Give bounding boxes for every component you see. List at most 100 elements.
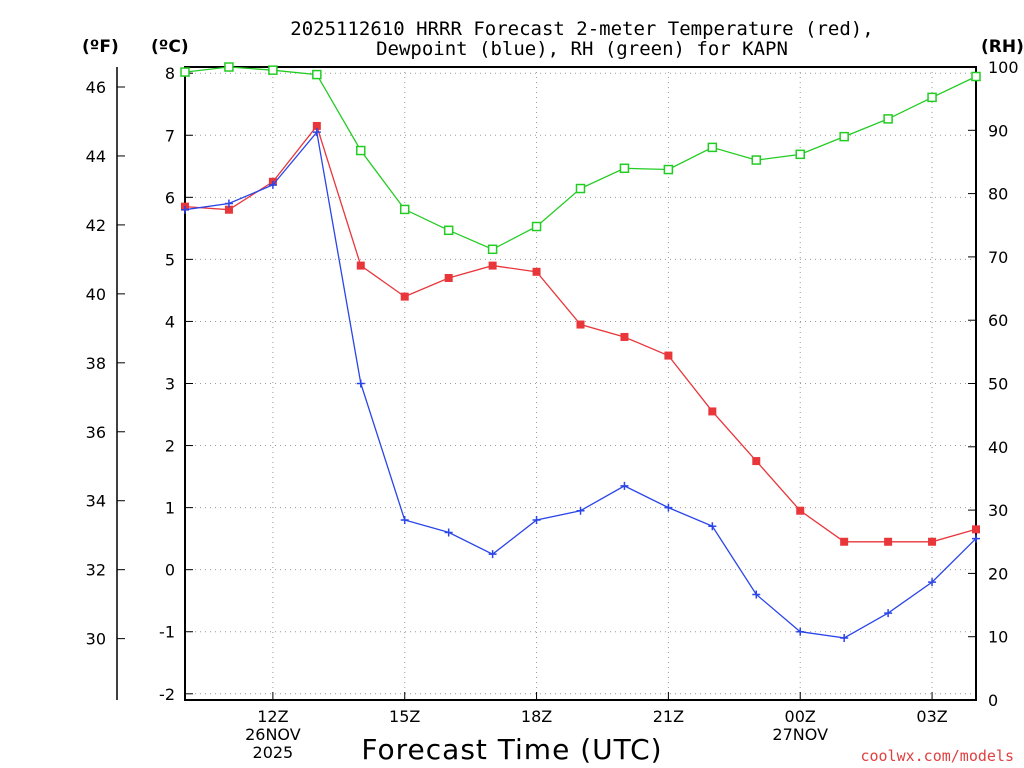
temperature-marker — [576, 320, 585, 329]
fahrenheit-tick-label: 46 — [86, 78, 106, 97]
celsius-tick-label: 5 — [165, 250, 175, 269]
credit-link[interactable]: coolwx.com/models — [860, 747, 1014, 765]
x-tick-label: 18Z — [521, 707, 552, 726]
fahrenheit-tick-label: 30 — [86, 630, 106, 649]
temperature-marker — [972, 525, 980, 534]
rh-marker — [927, 92, 937, 103]
temperature-marker — [884, 537, 893, 546]
rh-tick-label: 100 — [988, 58, 1019, 77]
fahrenheit-unit-label: (ºF) — [82, 37, 119, 57]
rh-marker — [839, 131, 849, 142]
dewpoint-marker — [356, 379, 365, 388]
dewpoint-marker — [400, 516, 409, 525]
x-tick-label: 21Z — [653, 707, 684, 726]
x-tick-label: 15Z — [389, 707, 420, 726]
x-tick-label: 2025 — [253, 743, 294, 762]
celsius-tick-label: 3 — [165, 375, 175, 394]
dewpoint-marker — [972, 534, 980, 543]
axis-ticks: -2-1012345678303234363840424446010203040… — [86, 58, 1019, 762]
temperature-marker — [532, 267, 541, 276]
temperature-marker — [708, 407, 717, 416]
dewpoint-marker — [488, 550, 497, 559]
rh-tick-label: 10 — [988, 628, 1008, 647]
rh-marker — [180, 67, 190, 77]
x-tick-label: 03Z — [916, 707, 947, 726]
temperature-marker — [796, 506, 805, 515]
rh-tick-label: 80 — [988, 185, 1008, 204]
x-tick-label: 26NOV — [245, 725, 301, 744]
celsius-tick-label: -1 — [159, 623, 175, 642]
rh-marker — [663, 164, 674, 175]
temperature-marker — [312, 121, 321, 130]
dewpoint-marker — [796, 627, 805, 636]
rh-marker — [619, 163, 630, 174]
temperature-marker — [840, 537, 849, 546]
celsius-tick-label: 7 — [165, 126, 175, 145]
temperature-marker — [664, 351, 673, 360]
rh-tick-label: 50 — [988, 375, 1008, 394]
rh-marker — [883, 114, 893, 124]
dewpoint-marker — [840, 633, 849, 642]
celsius-tick-label: 6 — [165, 188, 175, 207]
temperature-marker — [488, 261, 497, 270]
rh-marker — [224, 62, 234, 72]
rh-tick-label: 70 — [988, 248, 1008, 267]
series-line — [184, 66, 977, 251]
rh-marker — [399, 204, 410, 215]
rh-marker — [531, 221, 542, 232]
dewpoint-marker — [532, 516, 541, 525]
rh-marker — [575, 183, 586, 194]
rh-marker — [707, 142, 718, 153]
temperature-marker — [356, 261, 365, 270]
fahrenheit-tick-label: 38 — [86, 354, 106, 373]
x-tick-label: 27NOV — [772, 725, 828, 744]
celsius-tick-label: 8 — [165, 64, 175, 83]
fahrenheit-tick-label: 36 — [86, 423, 106, 442]
celsius-tick-label: 2 — [165, 437, 175, 456]
celsius-tick-label: 1 — [165, 499, 175, 518]
dewpoint-marker — [312, 128, 321, 137]
dewpoint-marker — [664, 503, 673, 512]
dewpoint-marker — [884, 609, 893, 618]
celsius-tick-label: 4 — [165, 312, 175, 331]
chart-title-line-2: Dewpoint (blue), RH (green) for KAPN — [376, 38, 788, 60]
series-layer — [180, 62, 981, 642]
temperature-marker — [928, 537, 937, 546]
temperature-marker — [224, 205, 233, 214]
temperature-marker — [620, 332, 629, 341]
celsius-tick-label: 0 — [165, 561, 175, 580]
dewpoint-marker — [444, 528, 453, 537]
rh-marker — [487, 244, 498, 255]
series-rh — [180, 62, 981, 255]
rh-marker — [312, 69, 322, 80]
dewpoint-marker — [181, 205, 189, 214]
temperature-marker — [400, 292, 409, 301]
dewpoint-marker — [224, 199, 233, 208]
dewpoint-marker — [708, 522, 717, 531]
dewpoint-marker — [752, 590, 761, 599]
chart-title-line-1: 2025112610 HRRR Forecast 2-meter Tempera… — [290, 18, 873, 40]
rh-unit-label: (RH) — [981, 37, 1024, 57]
fahrenheit-tick-label: 34 — [86, 492, 106, 511]
fahrenheit-tick-label: 32 — [86, 561, 106, 580]
rh-tick-label: 60 — [988, 311, 1008, 330]
dewpoint-marker — [620, 481, 629, 490]
x-tick-label: 12Z — [257, 707, 288, 726]
rh-marker — [795, 149, 805, 160]
rh-tick-label: 40 — [988, 438, 1008, 457]
dewpoint-marker — [928, 578, 937, 587]
rh-marker — [443, 225, 454, 236]
series-dewpoint — [181, 128, 980, 642]
x-axis-label: Forecast Time (UTC) — [361, 733, 662, 766]
rh-marker — [356, 145, 366, 156]
fahrenheit-tick-label: 40 — [86, 285, 106, 304]
fahrenheit-tick-label: 44 — [86, 147, 106, 166]
rh-tick-label: 20 — [988, 564, 1008, 583]
grid-lines — [185, 67, 976, 700]
rh-marker — [751, 155, 762, 165]
rh-tick-label: 0 — [988, 691, 998, 710]
celsius-tick-label: -2 — [159, 685, 175, 704]
fahrenheit-tick-label: 42 — [86, 216, 106, 235]
rh-tick-label: 30 — [988, 501, 1008, 520]
